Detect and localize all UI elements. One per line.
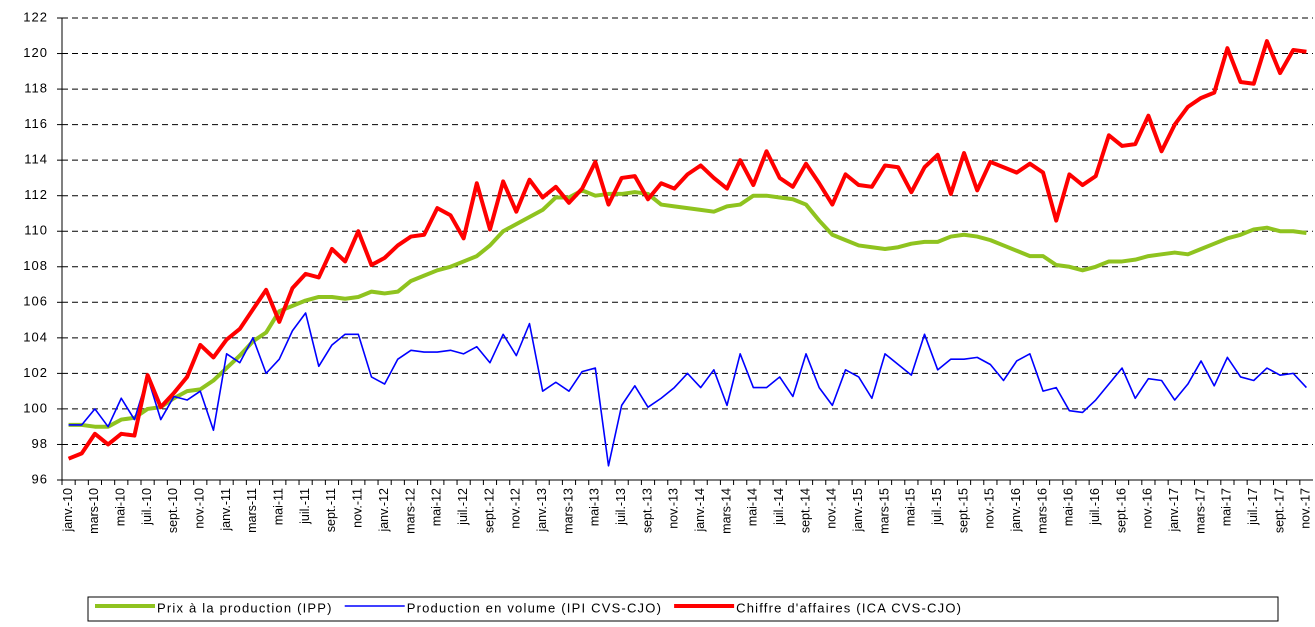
legend-label: Prix à la production (IPP)	[157, 600, 333, 615]
x-tick-label: juil.-17	[1246, 488, 1260, 526]
x-tick-label: mai-16	[1062, 488, 1076, 526]
y-tick-label: 102	[23, 365, 48, 380]
y-tick-label: 108	[23, 258, 48, 273]
x-tick-label: janv.-13	[535, 488, 549, 533]
x-tick-label: sept.-11	[324, 488, 338, 532]
x-tick-label: sept.-17	[1272, 488, 1286, 533]
x-tick-label: janv.-17	[1167, 488, 1181, 533]
x-tick-label: mai-12	[430, 488, 444, 526]
plot	[67, 39, 1308, 467]
x-tick-label: mai-14	[746, 488, 760, 526]
x-tick-label: mai-10	[114, 488, 128, 526]
y-tick-label: 96	[32, 471, 48, 486]
x-tick-label: sept.-12	[482, 488, 496, 533]
legend-label: Production en volume (IPI CVS-CJO)	[407, 600, 662, 615]
x-tick-label: juil.-10	[140, 488, 154, 526]
x-tick-label: mars-10	[87, 488, 101, 534]
x-tick-label: juil.-14	[772, 488, 786, 526]
x-tick-label: nov.-14	[825, 488, 839, 529]
x-tick-label: janv.-15	[851, 488, 865, 533]
x-tick-label: nov.-13	[667, 488, 681, 529]
x-tick-label: mai-17	[1220, 488, 1234, 526]
x-tick-label: juil.-12	[456, 488, 470, 526]
x-tick-label: janv.-12	[377, 488, 391, 533]
legend-label: Chiffre d'affaires (ICA CVS-CJO)	[736, 600, 962, 615]
y-tick-label: 122	[23, 9, 48, 24]
x-tick-label: mars-16	[1035, 488, 1049, 534]
legend: Prix à la production (IPP) Production en …	[95, 600, 962, 615]
y-tick-label: 116	[24, 116, 48, 131]
x-tick-label: juil.-16	[1088, 488, 1102, 526]
y-tick-label: 110	[24, 223, 48, 238]
x-tick-label: sept.-15	[956, 488, 970, 533]
x-tick-label: janv.-11	[219, 488, 233, 532]
y-tick-label: 100	[23, 400, 48, 415]
y-tick-label: 120	[23, 45, 48, 60]
x-tick-label: mars-11	[245, 488, 259, 533]
x-tick-label: mars-15	[877, 488, 891, 534]
y-tick-label: 114	[24, 152, 48, 167]
x-tick-label: sept.-13	[640, 488, 654, 533]
x-tick-label: mars-13	[561, 488, 575, 534]
x-tick-label: juil.-11	[298, 488, 312, 525]
x-tick-label: sept.-10	[166, 488, 180, 533]
x-tick-label: janv.-14	[693, 488, 707, 533]
x-tick-label: juil.-15	[930, 488, 944, 526]
x-tick-label: sept.-14	[798, 488, 812, 533]
x-tick-label: nov.-10	[193, 488, 207, 529]
x-tick-label: janv.-10	[61, 488, 75, 533]
y-tick-label: 106	[23, 294, 48, 309]
series-line	[67, 39, 1307, 461]
y-tick-label: 98	[32, 436, 48, 451]
x-tick-label: janv.-16	[1009, 488, 1023, 533]
x-tick-label: juil.-13	[614, 488, 628, 526]
y-tick-label: 104	[23, 329, 48, 344]
y-tick-label: 118	[24, 81, 48, 96]
grid: 96 98 100 102 104 106 108 110 112 114 116 118 120 122…	[23, 9, 1313, 534]
x-tick-label: mars-14	[719, 488, 733, 534]
x-tick-label: mai-13	[588, 488, 602, 526]
x-tick-label: nov.-17	[1299, 488, 1313, 529]
x-tick-label: mars-17	[1193, 488, 1207, 534]
x-tick-label: nov.-12	[509, 488, 523, 529]
x-tick-label: nov.-16	[1141, 488, 1155, 529]
x-tick-label: sept.-16	[1114, 488, 1128, 533]
series-line	[68, 312, 1308, 467]
x-tick-label: nov.-15	[983, 488, 997, 529]
series-line	[68, 188, 1307, 429]
x-tick-label: mai-15	[904, 488, 918, 526]
legend-box	[87, 596, 1279, 622]
x-tick-label: mars-12	[403, 488, 417, 534]
y-tick-label: 112	[24, 187, 48, 202]
x-tick-label: mai-11	[272, 488, 286, 525]
x-tick-label: nov.-11	[351, 488, 365, 528]
